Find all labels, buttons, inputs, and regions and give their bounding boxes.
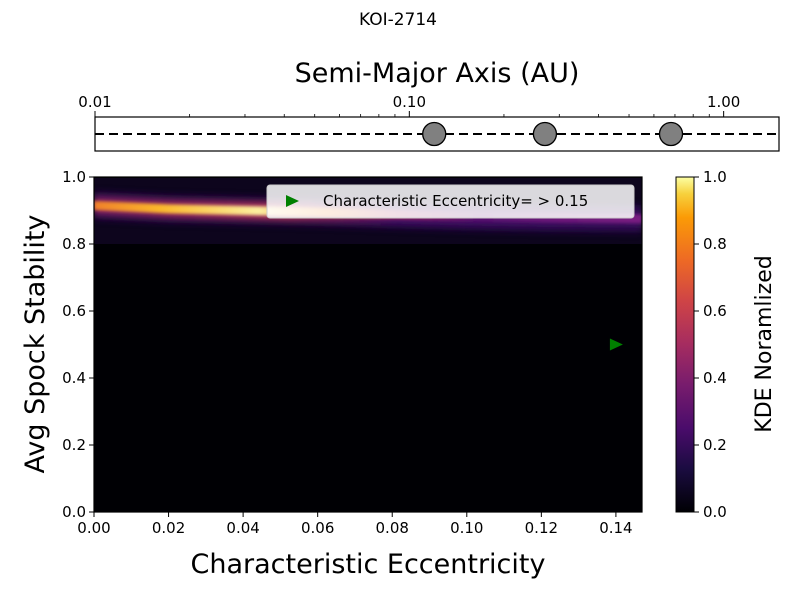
orbit-strip-planets bbox=[422, 121, 684, 147]
heatmap-frame bbox=[93, 176, 643, 513]
x-tick-label: 0.12 bbox=[525, 519, 558, 537]
colorbar-tick-label: 1.0 bbox=[703, 168, 727, 186]
y-tick-label: 0.4 bbox=[62, 369, 86, 387]
legend-box bbox=[266, 184, 635, 219]
x-tick-label: 0.08 bbox=[376, 519, 409, 537]
orbit-tick-label: 0.10 bbox=[393, 93, 426, 111]
planet-marker bbox=[532, 121, 558, 147]
heatmap-y-ticks: 0.0 0.2 0.4 0.6 0.8 1.0 bbox=[62, 168, 94, 521]
heatmap-panel: 0.00 0.02 0.04 0.06 0.08 0.10 0.12 0.14 0.00.20… bbox=[20, 168, 643, 580]
chart-title: KOI-2714 bbox=[359, 10, 437, 30]
orbit-tick-label: 0.01 bbox=[78, 93, 111, 111]
heatmap-y-axis-label: Avg Spock Stability bbox=[20, 215, 51, 474]
green-triangle-marker bbox=[609, 338, 623, 351]
orbit-strip-frame bbox=[94, 116, 780, 152]
orbit-strip-axis-label: Semi-Major Axis (AU) bbox=[295, 58, 580, 89]
y-tick-label: 0.6 bbox=[62, 302, 86, 320]
colorbar-tick-label: 0.6 bbox=[703, 302, 727, 320]
planet-marker bbox=[658, 121, 684, 147]
x-tick-label: 0.02 bbox=[152, 519, 185, 537]
colorbar-tick-label: 0.4 bbox=[703, 369, 727, 387]
colorbar-tick-label: 0.0 bbox=[703, 503, 727, 521]
planet-marker bbox=[422, 121, 447, 147]
orbit-strip-ticks: 0.01 0.10 1.00 bbox=[78, 93, 740, 117]
y-tick-label: 1.0 bbox=[62, 168, 86, 186]
colorbar-gradient bbox=[675, 176, 695, 513]
colorbar-tick-label: 0.2 bbox=[703, 436, 727, 454]
x-tick-label: 0.00 bbox=[77, 519, 110, 537]
legend-marker-icon bbox=[286, 195, 299, 207]
x-tick-label: 0.04 bbox=[226, 519, 259, 537]
x-tick-label: 0.06 bbox=[301, 519, 334, 537]
heatmap-x-ticks: 0.00 0.02 0.04 0.06 0.08 0.10 0.12 0.14 bbox=[77, 512, 633, 537]
colorbar-ticks: 0.0 0.2 0.4 0.6 0.8 1.0 bbox=[694, 168, 727, 521]
orbit-tick-label: 1.00 bbox=[707, 93, 740, 111]
x-tick-label: 0.10 bbox=[450, 519, 483, 537]
heatmap-x-axis-label: Characteristic Eccentricity bbox=[191, 549, 546, 580]
y-tick-label: 0.8 bbox=[62, 235, 86, 253]
colorbar-tick-label: 0.8 bbox=[703, 235, 727, 253]
y-tick-label: 0.2 bbox=[62, 436, 86, 454]
orbit-strip-panel: Semi-Major Axis (AU) 0.01 0.10 1.00 bbox=[78, 58, 780, 152]
legend-label: Characteristic Eccentricity= > 0.15 bbox=[323, 192, 588, 210]
colorbar-label: KDE Noramlized bbox=[752, 255, 777, 432]
legend: Characteristic Eccentricity= > 0.15 bbox=[266, 184, 635, 219]
colorbar: 0.0 0.2 0.4 0.6 0.8 1.0 KDE Noramlized bbox=[675, 168, 777, 521]
y-tick-label: 0.0 bbox=[62, 503, 86, 521]
x-tick-label: 0.14 bbox=[599, 519, 632, 537]
